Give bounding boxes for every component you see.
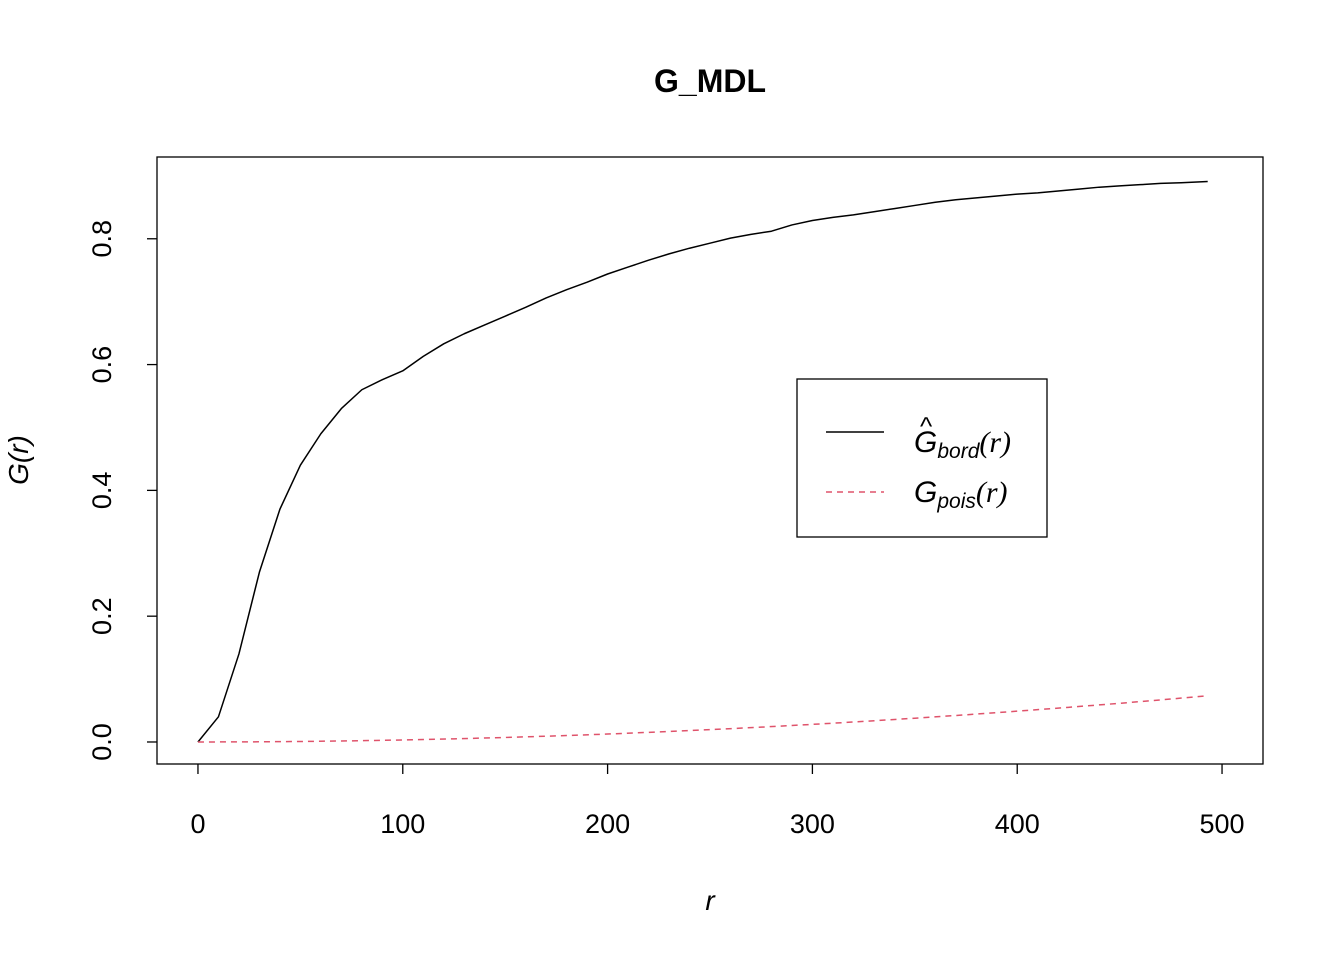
x-tick-label: 300 xyxy=(790,809,835,839)
x-tick-label: 400 xyxy=(995,809,1040,839)
x-axis-label: r xyxy=(705,885,716,916)
series-line-g-bord xyxy=(197,180,1208,743)
plot-area-frame xyxy=(156,156,1264,765)
y-axis-label: G(r) xyxy=(3,435,34,485)
legend-pois-main: G xyxy=(914,476,937,509)
x-tick-label: 0 xyxy=(190,809,205,839)
legend-bord-main: G xyxy=(914,426,937,459)
y-axis: 0.0 0.2 0.4 0.6 0.8 xyxy=(87,220,157,761)
x-tick-label: 200 xyxy=(585,809,630,839)
y-tick-label: 0.0 xyxy=(87,723,117,761)
legend-bord-arg: (r) xyxy=(979,426,1011,459)
y-tick-label: 0.4 xyxy=(87,472,117,510)
legend-box xyxy=(796,378,1048,538)
legend: Gbord(r) ^ Gpois(r) xyxy=(796,378,1048,538)
series-layer xyxy=(197,180,1208,743)
chart-title: G_MDL xyxy=(654,63,766,99)
x-tick-label: 500 xyxy=(1200,809,1245,839)
x-axis: 0 100 200 300 400 500 xyxy=(190,764,1245,839)
x-tick-label: 100 xyxy=(380,809,425,839)
y-tick-label: 0.6 xyxy=(87,346,117,384)
legend-label-pois: Gpois(r) xyxy=(914,476,1008,513)
legend-pois-sub: pois xyxy=(936,490,976,513)
y-tick-label: 0.8 xyxy=(87,220,117,258)
series-line-g-pois xyxy=(197,695,1208,743)
legend-hat-bord: ^ xyxy=(920,411,933,441)
y-tick-label: 0.2 xyxy=(87,597,117,635)
legend-label-bord: Gbord(r) xyxy=(914,426,1011,463)
legend-bord-sub: bord xyxy=(937,440,980,463)
legend-pois-arg: (r) xyxy=(976,476,1008,509)
